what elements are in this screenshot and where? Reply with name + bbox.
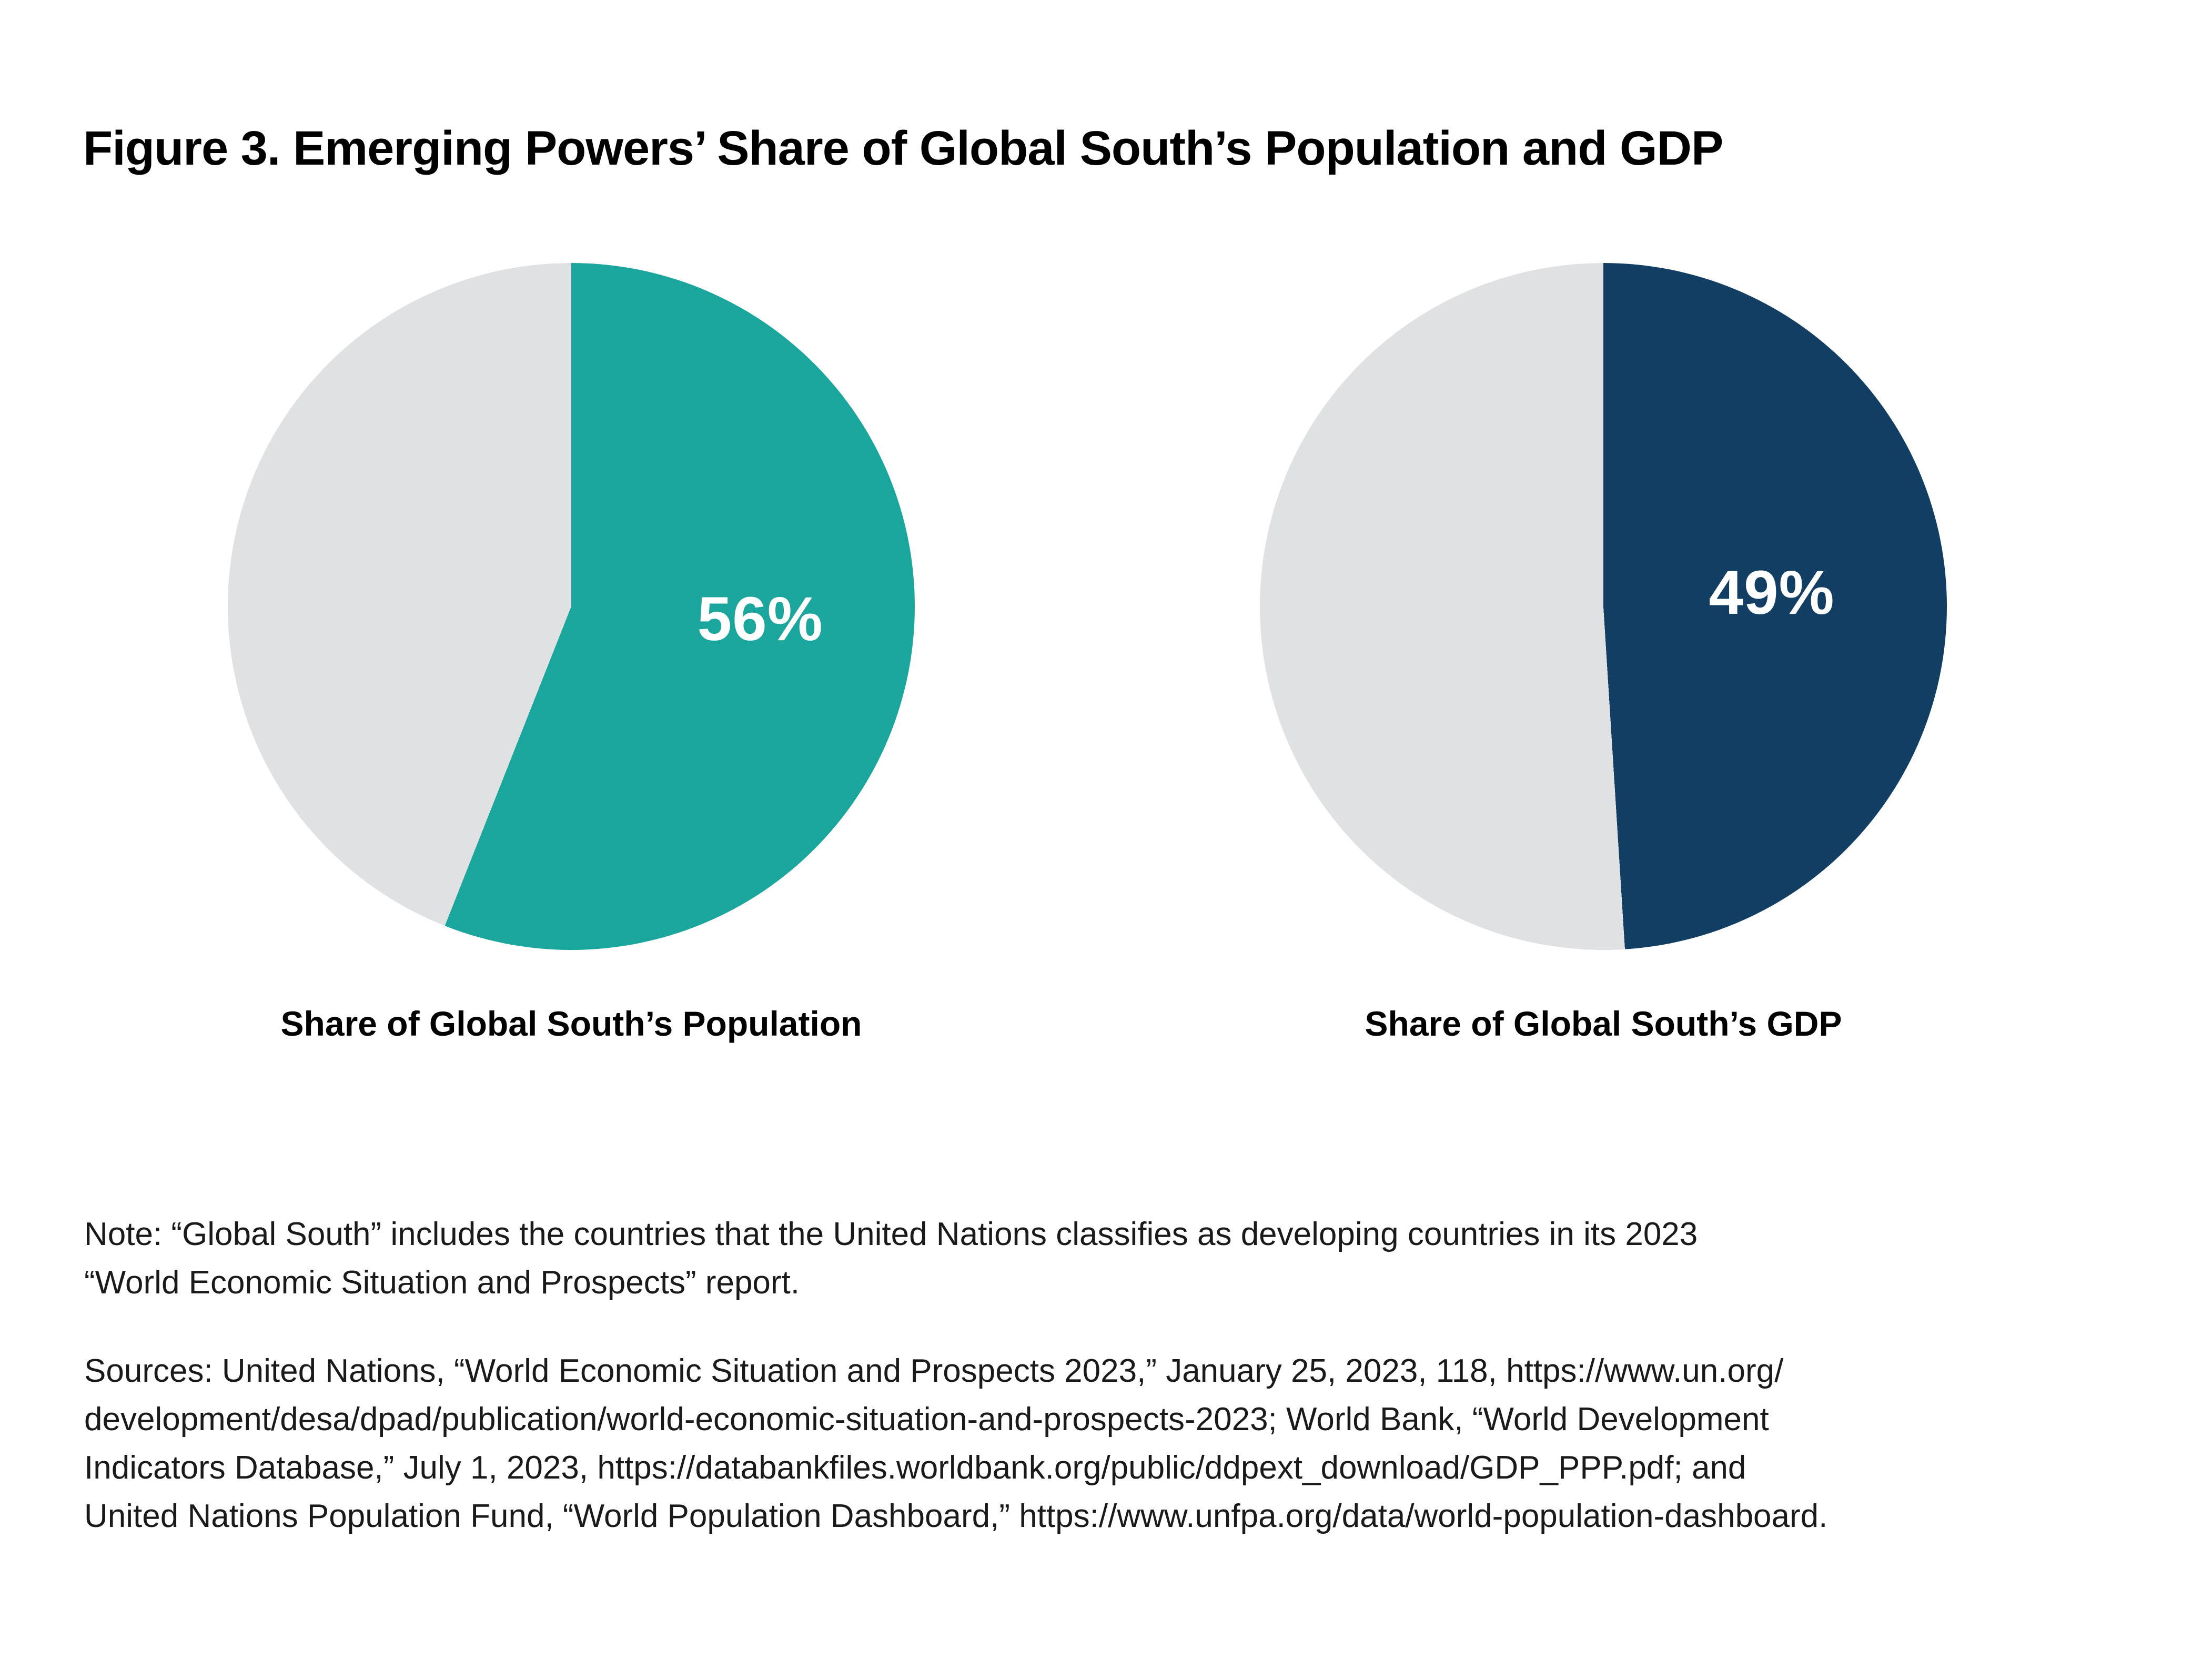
sources-line: United Nations Population Fund, “World P…	[84, 1498, 1828, 1534]
note-line: “World Economic Situation and Prospects”…	[84, 1264, 800, 1301]
note-text: Note: “Global South” includes the countr…	[84, 1210, 1698, 1307]
population-pie-caption: Share of Global South’s Population	[280, 1004, 862, 1043]
gdp-pie: 49%	[1260, 263, 1947, 950]
population-share-value: 56%	[697, 584, 823, 654]
note-line: Note: “Global South” includes the countr…	[84, 1216, 1698, 1252]
population-pie-chart: 56% Share of Global South’s Population	[228, 263, 915, 1043]
sources-line: Indicators Database,” July 1, 2023, http…	[84, 1450, 1746, 1486]
sources-text: Sources: United Nations, “World Economic…	[84, 1347, 1827, 1541]
figure-title: Figure 3. Emerging Powers’ Share of Glob…	[83, 122, 1723, 175]
population-pie: 56%	[228, 263, 915, 950]
gdp-share-value: 49%	[1709, 558, 1835, 628]
gdp-pie-caption: Share of Global South’s GDP	[1365, 1004, 1842, 1043]
sources-line: Sources: United Nations, “World Economic…	[84, 1353, 1784, 1389]
sources-line: development/desa/dpad/publication/world-…	[84, 1401, 1769, 1438]
gdp-pie-chart: 49% Share of Global South’s GDP	[1260, 263, 1947, 1043]
